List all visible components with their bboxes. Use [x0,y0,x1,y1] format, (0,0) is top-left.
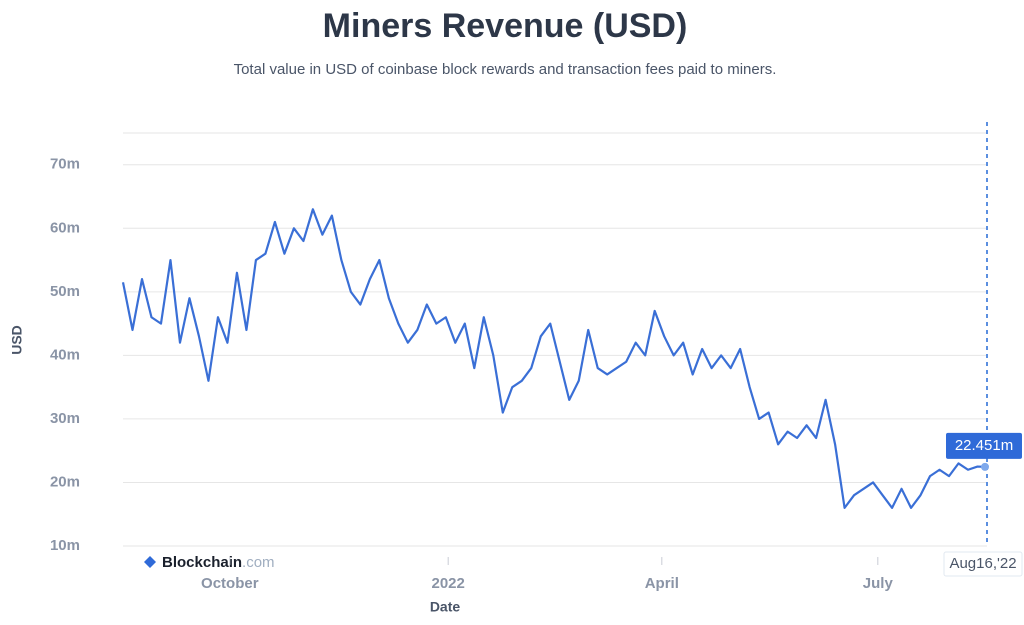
y-tick-label: 70m [50,156,80,173]
x-tick-label: October [201,575,259,592]
y-tick-label: 30m [50,410,80,427]
data-line [121,208,988,509]
x-tick-label: July [863,575,894,592]
watermark-suffix: .com [242,554,275,571]
value-tooltip-text: 22.451m [955,437,1013,454]
watermark-brand-text: Blockchain [162,554,242,571]
y-tick-label: 10m [50,537,80,554]
value-tooltip-box [946,432,1022,459]
x-axis-label: Date [430,599,461,615]
y-axis-label: USD [9,325,25,355]
y-tick-label: 50m [50,283,80,300]
y-tick-label: 40m [50,346,80,363]
logo-icon [144,556,156,568]
watermark: Blockchain.com [144,554,275,571]
date-tooltip-text: Aug16,'22 [949,555,1016,572]
watermark-brand: Blockchain.com [162,554,275,571]
x-tick-label: 2022 [431,575,464,592]
chart-subtitle: Total value in USD of coinbase block rew… [234,61,777,78]
crosshair-point [981,462,989,471]
chart-title: Miners Revenue (USD) [323,7,688,45]
y-tick-label: 60m [50,219,80,236]
y-tick-label: 20m [50,473,80,490]
x-tick-label: April [645,575,679,592]
date-tooltip-box [943,551,1023,577]
